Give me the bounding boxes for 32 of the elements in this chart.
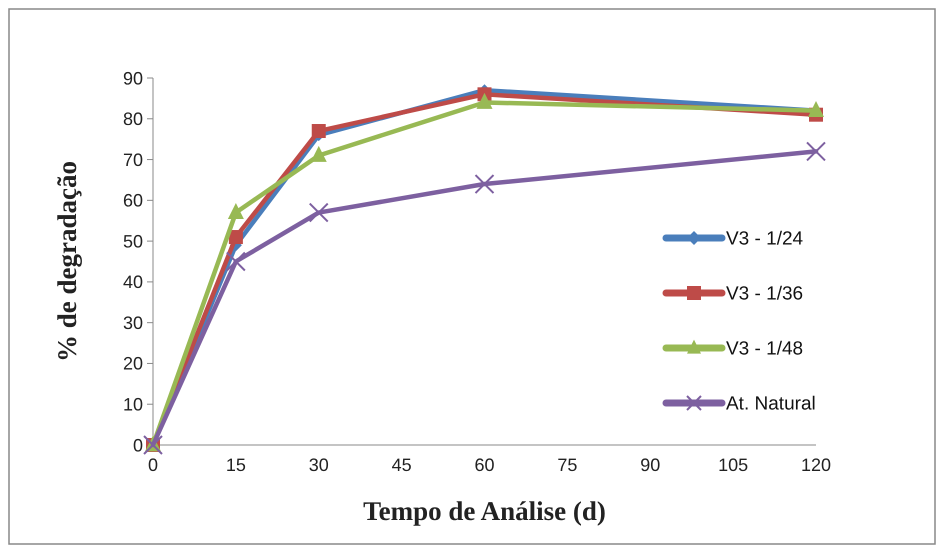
y-tick-label: 70 xyxy=(122,150,143,170)
y-tick-label: 20 xyxy=(122,354,143,374)
y-tick-label: 80 xyxy=(122,109,143,130)
legend-label: At. Natural xyxy=(726,394,816,415)
point xyxy=(308,202,329,223)
y-tick-label: 0 xyxy=(132,435,143,456)
legend-label: V3 - 1/48 xyxy=(726,338,804,360)
y-tick-label: 50 xyxy=(122,231,143,252)
x-tick-label: 90 xyxy=(640,455,660,475)
y-tick-label: 30 xyxy=(122,312,143,333)
x-tick-label: 0 xyxy=(148,455,158,475)
point xyxy=(474,174,494,194)
x-tick-label: 75 xyxy=(557,455,578,475)
point xyxy=(228,230,243,244)
x-tick-label: 105 xyxy=(718,455,748,475)
legend-label: V3 - 1/24 xyxy=(726,228,804,250)
point xyxy=(312,124,326,138)
point xyxy=(226,252,246,272)
y-tick-label: 10 xyxy=(122,394,143,415)
point xyxy=(806,141,826,162)
x-tick-label: 15 xyxy=(226,455,246,475)
x-axis-title: Tempo de Análise (d) xyxy=(363,496,606,526)
x-tick-label: 30 xyxy=(308,455,329,475)
x-tick-label: 60 xyxy=(474,455,495,475)
y-tick-label: 40 xyxy=(122,272,143,292)
x-tick-label: 45 xyxy=(392,455,412,475)
y-tick-label: 60 xyxy=(122,190,143,211)
point xyxy=(808,101,824,118)
y-axis-title: % de degradação xyxy=(52,161,82,362)
x-tick-label: 120 xyxy=(800,455,832,475)
y-tick-label: 90 xyxy=(122,68,143,88)
legend-label: V3 - 1/36 xyxy=(726,284,804,305)
